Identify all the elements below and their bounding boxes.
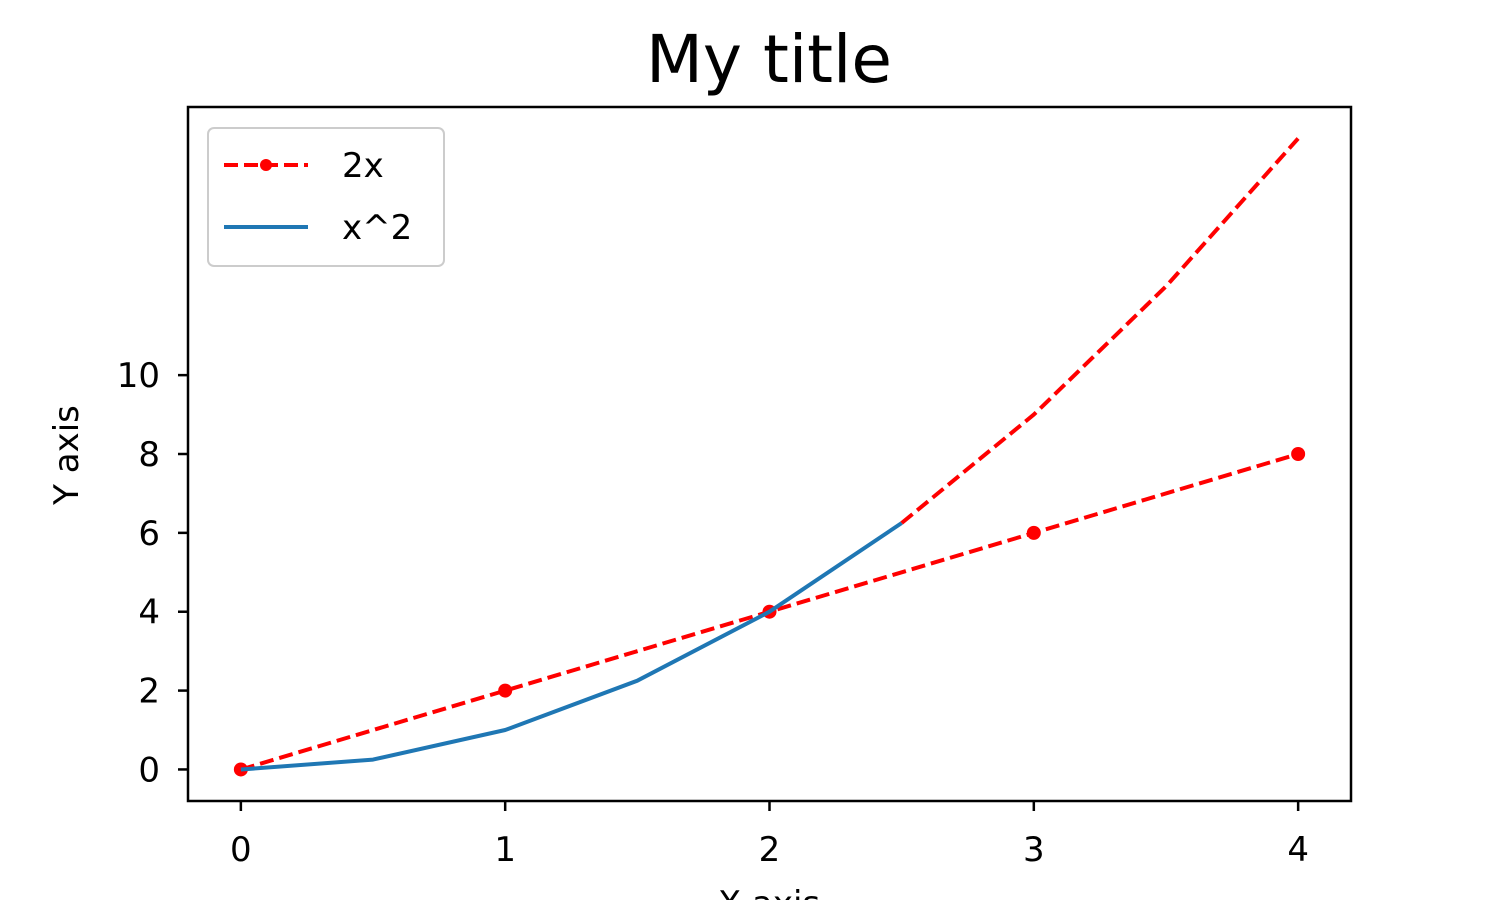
series-marker-0-0: [233, 762, 248, 777]
chart-title: My title: [646, 21, 892, 98]
x-ticks: 0 1 2 3 4: [230, 801, 1309, 870]
y-ticks: 0 2 4 6 8 10: [117, 356, 188, 790]
plot-frame: [186, 105, 1353, 803]
legend-label-2x: 2x: [342, 146, 384, 186]
x-axis-label: X axis: [718, 884, 820, 900]
y-tick-label-1: 2: [138, 672, 160, 712]
legend-label-x2: x^2: [342, 208, 412, 248]
y-tick-label-0: 0: [138, 750, 160, 790]
y-tick-label-4: 8: [138, 435, 160, 475]
legend: 2x x^2: [207, 127, 445, 267]
series-line-1: [240, 521, 903, 772]
legend-marker-2x: [260, 159, 272, 171]
series-marker-0-4: [1291, 447, 1306, 461]
series-marker-0-1: [498, 683, 513, 698]
y-tick-label-5: 10: [117, 356, 160, 396]
x-tick-label-0: 0: [230, 830, 252, 870]
x-tick-label-2: 2: [759, 830, 781, 870]
x-tick-label-1: 1: [494, 830, 516, 870]
series-marker-0-3: [1026, 525, 1041, 540]
series-line-2: [900, 137, 1300, 525]
y-tick-label-2: 4: [138, 593, 160, 633]
x-tick-label-3: 3: [1023, 830, 1045, 870]
y-axis-label: Y axis: [47, 405, 87, 506]
x-tick-label-4: 4: [1287, 830, 1309, 870]
series-layer: [233, 137, 1306, 777]
y-tick-label-3: 6: [138, 514, 160, 554]
